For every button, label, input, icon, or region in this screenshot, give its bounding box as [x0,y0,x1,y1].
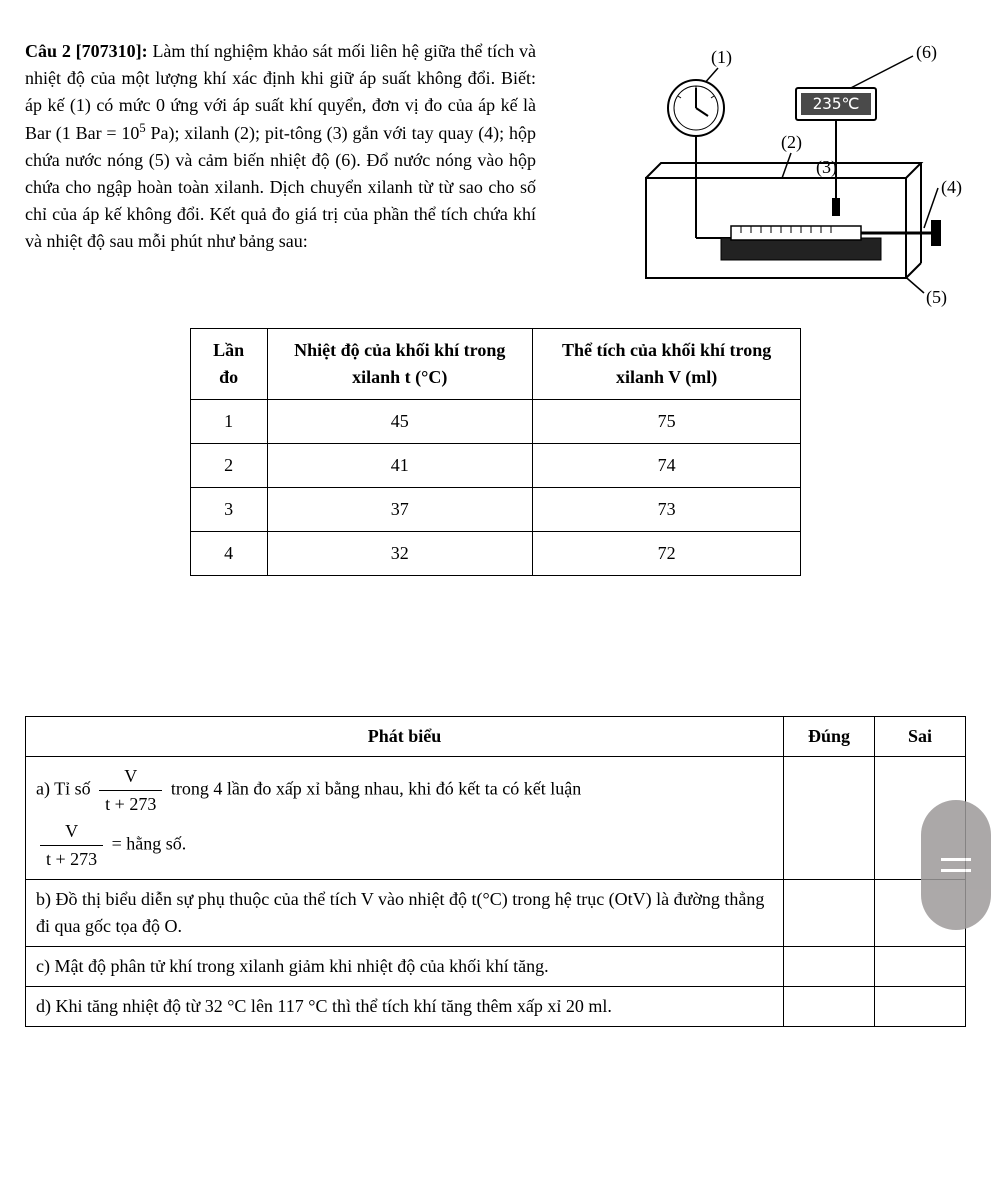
fraction: V t + 273 [40,818,103,873]
question-label: Câu 2 [707310]: [25,41,148,61]
data-table-body: 14575 24174 33773 43272 [190,400,801,576]
true-cell[interactable] [784,947,875,987]
stmt-header: Phát biểu [26,717,784,757]
false-header: Sai [875,717,966,757]
apparatus-diagram: (1) (6) (2) (3) (4) (5) [546,38,966,318]
label-2: (2) [781,132,802,153]
true-header: Đúng [784,717,875,757]
label-6: (6) [916,42,937,63]
statement-b: b) Đồ thị biểu diễn sự phụ thuộc của thể… [26,880,784,947]
table-row: 43272 [190,532,801,576]
floating-menu-button[interactable] [921,800,991,930]
true-cell[interactable] [784,880,875,947]
statement-row: b) Đồ thị biểu diễn sự phụ thuộc của thể… [26,880,966,947]
label-4: (4) [941,177,962,198]
label-1: (1) [711,47,732,68]
fraction: V t + 273 [99,763,162,818]
data-header-run: Lần đo [190,329,267,400]
label-3: (3) [816,157,837,178]
question-block: (1) (6) (2) (3) (4) (5) [25,38,966,318]
table-row: 33773 [190,488,801,532]
temp-display: 235℃ [813,94,860,113]
data-header-vol: Thể tích của khối khí trong xilanh V (ml… [532,329,800,400]
statement-d: d) Khi tăng nhiệt độ từ 32 °C lên 117 °C… [26,987,784,1027]
false-cell[interactable] [875,987,966,1027]
statement-row: c) Mật độ phân tử khí trong xilanh giảm … [26,947,966,987]
menu-icon [941,858,971,861]
data-header-temp: Nhiệt độ của khối khí trong xilanh t (°C… [267,329,532,400]
false-cell[interactable] [875,947,966,987]
statement-row: d) Khi tăng nhiệt độ từ 32 °C lên 117 °C… [26,987,966,1027]
menu-icon [941,869,971,872]
data-table: Lần đo Nhiệt độ của khối khí trong xilan… [190,328,802,576]
statement-row: a) Tỉ số V t + 273 trong 4 lần đo xấp xỉ… [26,757,966,880]
true-cell[interactable] [784,987,875,1027]
statement-a: a) Tỉ số V t + 273 trong 4 lần đo xấp xỉ… [26,757,784,880]
statement-table: Phát biểu Đúng Sai a) Tỉ số V t + 273 tr… [25,716,966,1027]
true-cell[interactable] [784,757,875,880]
table-row: 14575 [190,400,801,444]
label-5: (5) [926,287,947,308]
table-row: 24174 [190,444,801,488]
statement-c: c) Mật độ phân tử khí trong xilanh giảm … [26,947,784,987]
